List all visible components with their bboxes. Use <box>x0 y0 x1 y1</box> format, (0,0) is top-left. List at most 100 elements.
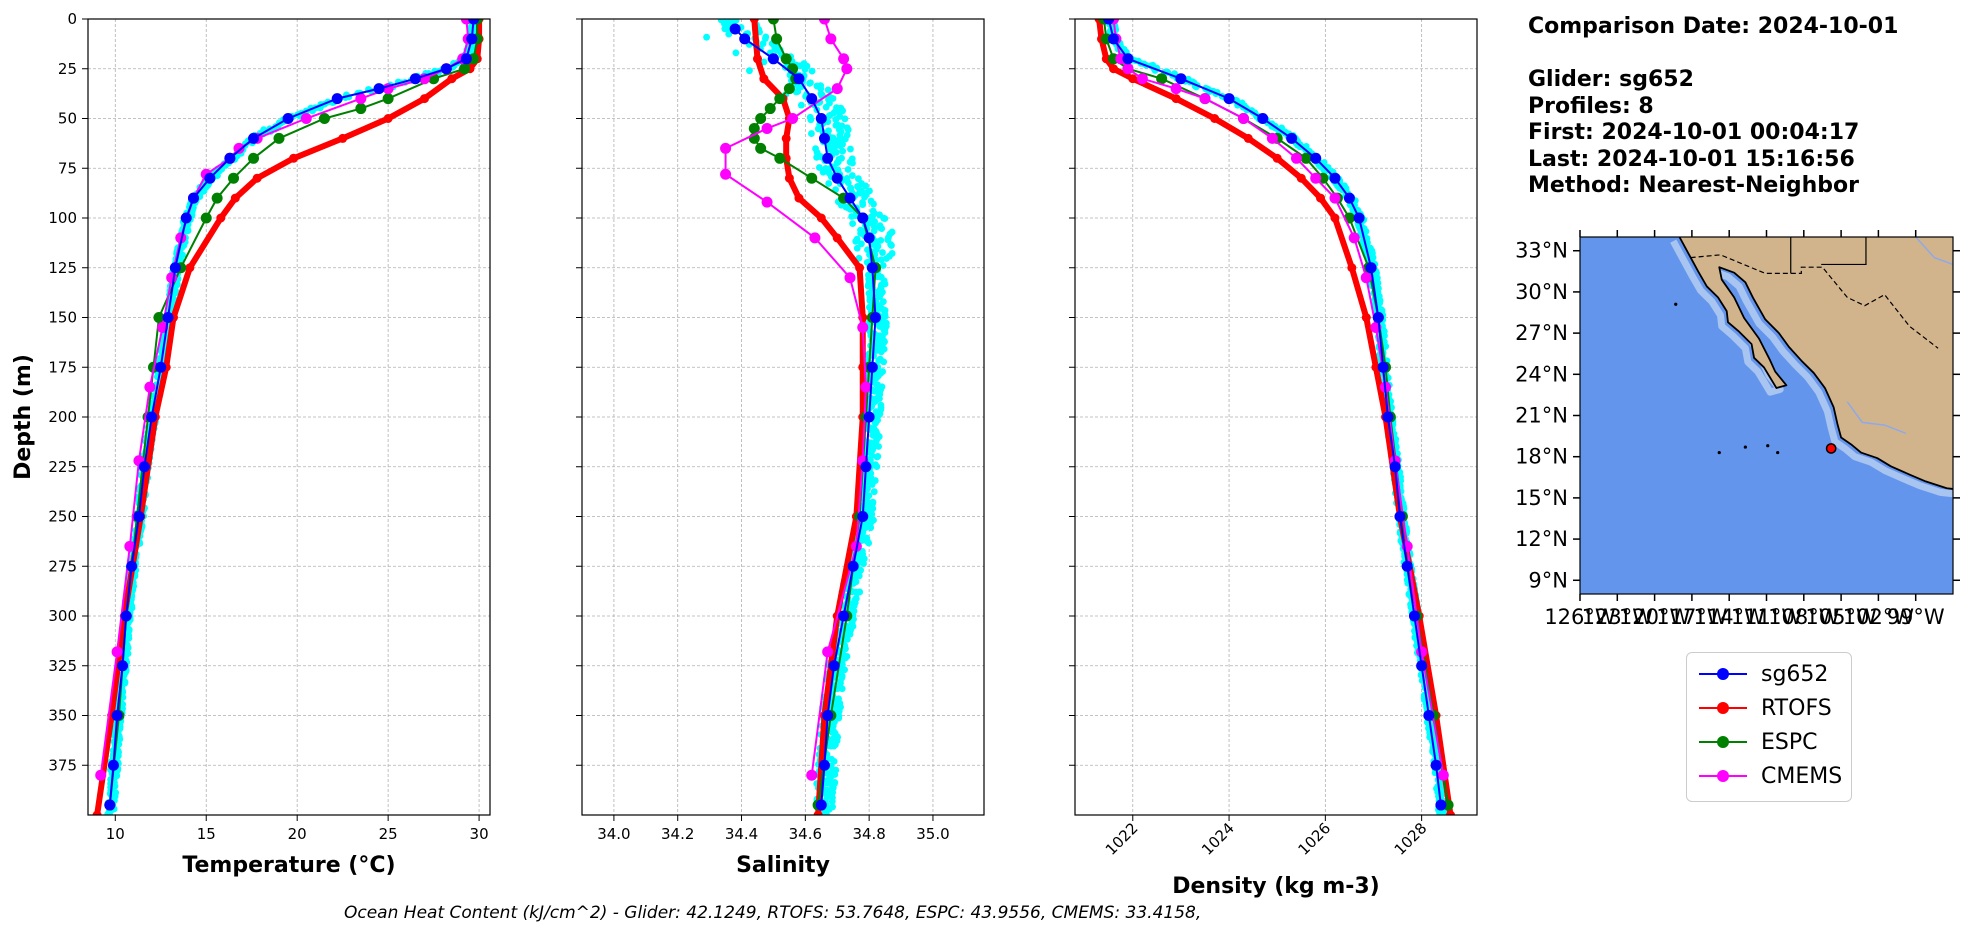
raw-glider-point <box>794 88 802 95</box>
profile-count: Profiles: 8 <box>1528 93 1654 119</box>
series-point-cmems <box>825 33 837 45</box>
raw-glider-point <box>847 145 854 153</box>
series-point-espc <box>755 113 767 124</box>
series-point-sg652 <box>1430 759 1442 771</box>
series-point-rtofs <box>832 233 842 243</box>
series-point-cmems <box>857 321 869 333</box>
land-mexico <box>1679 237 1953 489</box>
raw-glider-point <box>853 589 861 597</box>
raw-glider-point <box>886 252 893 260</box>
raw-glider-point <box>841 135 849 143</box>
x-tick-label: 34.0 <box>597 825 630 843</box>
x-tick-label: 15 <box>197 825 216 843</box>
series-point-rtofs <box>759 74 769 84</box>
series-point-sg652 <box>1389 461 1401 473</box>
series-point-cmems <box>166 272 178 284</box>
series-point-sg652 <box>120 610 132 622</box>
series-point-cmems <box>144 381 156 393</box>
y-tick-label: 175 <box>48 358 77 376</box>
series-point-cmems <box>111 646 123 658</box>
series-point-sg652 <box>857 511 869 522</box>
raw-glider-point <box>868 481 876 488</box>
series-point-cmems <box>1329 192 1341 204</box>
series-point-sg652 <box>863 411 875 423</box>
raw-glider-point <box>797 101 805 109</box>
series-point-cmems <box>844 272 856 284</box>
raw-glider-point <box>864 282 872 290</box>
raw-glider-point <box>824 86 832 94</box>
y-tick-label: 325 <box>48 657 77 675</box>
x-tick-label: 20 <box>288 825 307 843</box>
legend: sg652 RTOFS ESPC CMEMS <box>1686 652 1852 802</box>
lon-tick-label: 120°W <box>1619 605 1691 629</box>
x-tick-label: 1024 <box>1198 819 1238 859</box>
raw-glider-point <box>869 499 877 507</box>
series-point-espc <box>248 152 260 164</box>
series-point-cmems <box>1238 113 1250 124</box>
series-point-sg652 <box>138 461 150 473</box>
y-tick-label: 300 <box>48 607 77 625</box>
series-point-sg652 <box>1103 19 1115 25</box>
lon-tick-label: 99°W <box>1887 605 1945 629</box>
raw-glider-point <box>870 200 877 208</box>
series-point-sg652 <box>1382 411 1394 423</box>
series-point-rtofs <box>816 213 826 223</box>
series-point-cmems <box>720 168 732 180</box>
series-point-sg652 <box>180 212 192 224</box>
series-point-rtofs <box>216 213 226 223</box>
legend-item-cmems: CMEMS <box>1697 761 1842 791</box>
series-point-cmems <box>1437 769 1449 781</box>
series-point-sg652 <box>162 312 174 323</box>
series-point-espc <box>780 53 792 65</box>
series-point-sg652 <box>248 132 260 144</box>
series-point-rtofs <box>1243 133 1253 143</box>
series-point-sg652 <box>806 93 818 105</box>
series-point-cmems <box>1170 83 1182 95</box>
raw-glider-point <box>860 560 867 568</box>
raw-glider-point <box>873 453 881 461</box>
series-point-sg652 <box>1122 53 1134 65</box>
series-point-espc <box>382 93 394 105</box>
series-point-rtofs <box>230 193 240 203</box>
raw-glider-point <box>852 237 860 245</box>
raw-glider-point <box>871 419 879 427</box>
legend-marker-cmems <box>1697 761 1749 791</box>
raw-glider-point <box>877 256 885 264</box>
series-point-cmems <box>233 142 245 154</box>
lon-tick-label: 123°W <box>1582 605 1654 629</box>
series-point-sg652 <box>1353 212 1365 224</box>
series-point-rtofs <box>784 173 794 183</box>
lon-tick-label: 105°W <box>1805 605 1877 629</box>
series-point-sg652 <box>1343 192 1355 204</box>
raw-glider-point <box>746 67 753 75</box>
series-point-sg652 <box>1377 361 1389 373</box>
series-point-sg652 <box>1329 172 1341 184</box>
series-point-rtofs <box>1109 64 1119 74</box>
y-tick-label: 125 <box>48 259 77 277</box>
series-point-sg652 <box>1257 113 1269 124</box>
series-point-cmems <box>1266 132 1278 144</box>
x-tick-label: 34.4 <box>725 825 758 843</box>
raw-glider-point <box>861 193 868 201</box>
x-tick-label: 34.6 <box>789 825 822 843</box>
series-point-espc <box>767 19 779 25</box>
river <box>1846 401 1907 435</box>
series-point-espc <box>774 152 786 164</box>
series-point-espc <box>200 212 212 224</box>
last-profile-time: Last: 2024-10-01 15:16:56 <box>1528 146 1855 172</box>
series-point-rtofs <box>1272 153 1282 163</box>
river <box>1915 237 1953 266</box>
raw-glider-point <box>817 85 825 92</box>
series-point-espc <box>783 83 795 95</box>
series-point-rtofs <box>1128 74 1138 84</box>
plot-area <box>703 19 896 815</box>
series-point-sg652 <box>1108 33 1120 45</box>
series-point-sg652 <box>1435 799 1447 811</box>
legend-label-sg652: sg652 <box>1761 661 1829 687</box>
raw-glider-point <box>848 213 856 220</box>
series-point-sg652 <box>117 660 129 672</box>
series-point-sg652 <box>822 710 834 721</box>
series-point-sg652 <box>1401 560 1413 572</box>
raw-glider-point <box>825 127 832 135</box>
